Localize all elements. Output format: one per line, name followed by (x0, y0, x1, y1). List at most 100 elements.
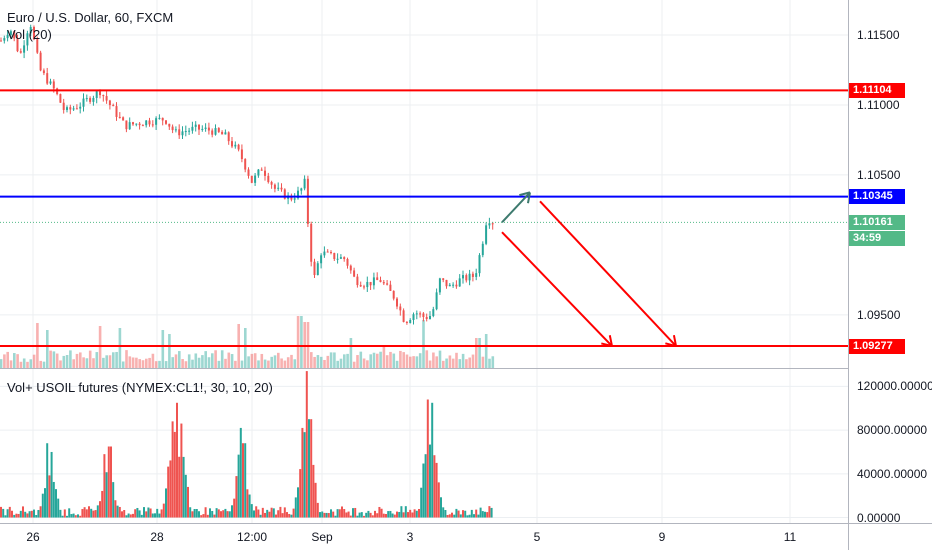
candle-body (481, 243, 484, 256)
indicator-title[interactable]: Vol+ USOIL futures (NYMEX:CL1!, 30, 10, … (7, 380, 273, 395)
candle-body (221, 131, 224, 135)
indicator-bar (486, 512, 489, 518)
indicator-bar (437, 482, 440, 518)
indicator-bar (169, 460, 172, 518)
volume-bar (95, 352, 99, 368)
forecast-arrows[interactable] (501, 191, 677, 348)
volume-bar (174, 354, 178, 368)
candle-body (415, 313, 418, 315)
candle-body (75, 108, 78, 110)
volume-bar (0, 359, 3, 368)
arrow-head (526, 192, 531, 204)
volume-bar (128, 356, 132, 368)
candle-body (445, 279, 448, 287)
indicator-bar (57, 498, 60, 518)
arrow-shaft (501, 191, 531, 224)
candle-body (260, 169, 263, 171)
candle-body (207, 127, 210, 131)
volume-bar (79, 352, 82, 368)
volume-bar (32, 354, 36, 368)
indicator-bar (44, 488, 46, 518)
volume-bar (151, 353, 155, 368)
indicator-bar (319, 512, 321, 518)
candle-body (346, 259, 349, 266)
volume-bar (418, 353, 422, 368)
indicator-bar (455, 508, 458, 518)
volume-bar (379, 351, 382, 368)
volume-bar (455, 352, 458, 368)
candle-body (89, 98, 92, 102)
indicator-bar (85, 509, 88, 518)
candle-body (132, 122, 134, 125)
symbol-title[interactable]: Euro / U.S. Dollar, 60, FXCM (7, 10, 174, 25)
grid-lines (0, 0, 848, 523)
candle-body (26, 33, 29, 46)
indicator-bar (451, 512, 453, 518)
candle-body (254, 175, 257, 183)
volume-bar (161, 330, 165, 368)
indicator-bar (468, 514, 471, 518)
indicator-bar (459, 514, 462, 518)
candle-body (151, 124, 154, 126)
indicator-bar (103, 454, 106, 518)
indicator-bar (352, 508, 354, 518)
indicator-bar (316, 502, 319, 518)
indicator-bar (48, 475, 51, 518)
indicator-tick-label: 120000.00000 (857, 379, 932, 394)
volume-bar (468, 357, 471, 368)
candle-body (198, 124, 200, 130)
volume-bar (296, 316, 300, 368)
candle-body (122, 117, 125, 121)
candle-body (178, 129, 181, 136)
volume-bar (244, 328, 247, 368)
candle-body (102, 95, 105, 97)
volume-bar (290, 354, 293, 368)
indicator-bar (275, 514, 277, 518)
candle-body (280, 187, 283, 190)
volume-bar (316, 355, 320, 368)
volume-bar (428, 360, 432, 368)
volume-bar (55, 353, 59, 368)
indicator-bar (28, 511, 31, 518)
volume-bar (326, 355, 330, 368)
volume-bar (352, 361, 356, 368)
indicator-bar (420, 487, 423, 518)
volume-bar (204, 351, 207, 368)
time-tick-label: 9 (658, 530, 666, 544)
arrow-head (672, 335, 677, 347)
indicator-bar (105, 472, 108, 518)
candle-body (320, 255, 323, 264)
horizontal-levels[interactable] (0, 89, 848, 348)
volume-bar (356, 355, 359, 368)
indicator-bar (222, 510, 225, 518)
indicator-bar (330, 509, 332, 518)
indicator-bar (270, 507, 273, 518)
price-candles (0, 24, 494, 325)
candle-body (343, 257, 346, 260)
indicator-bar (83, 507, 86, 518)
candle-body (475, 273, 478, 277)
indicator-bar (8, 506, 11, 518)
current-price-tag: 1.10161 (849, 214, 905, 230)
indicator-bar (189, 507, 192, 518)
candle-body (240, 149, 243, 160)
arrow-shaft (539, 200, 677, 347)
indicator-bar (404, 506, 407, 518)
volume-bar (240, 360, 244, 368)
volume-bar (178, 351, 181, 368)
candle-body (82, 98, 85, 107)
indicator-bar (231, 505, 233, 518)
indicator-bar (39, 506, 42, 518)
candle-body (237, 144, 240, 150)
indicator-bar (393, 514, 396, 518)
indicator-bar (187, 486, 189, 518)
indicator-bar (475, 509, 478, 518)
volume-bar (359, 351, 363, 368)
indicator-bar (204, 507, 207, 518)
volume-bar (72, 359, 75, 368)
volume-bar (471, 354, 475, 368)
volume-label[interactable]: Vol (20) (7, 27, 52, 42)
indicator-bar (121, 511, 123, 518)
candle-body (330, 252, 332, 254)
